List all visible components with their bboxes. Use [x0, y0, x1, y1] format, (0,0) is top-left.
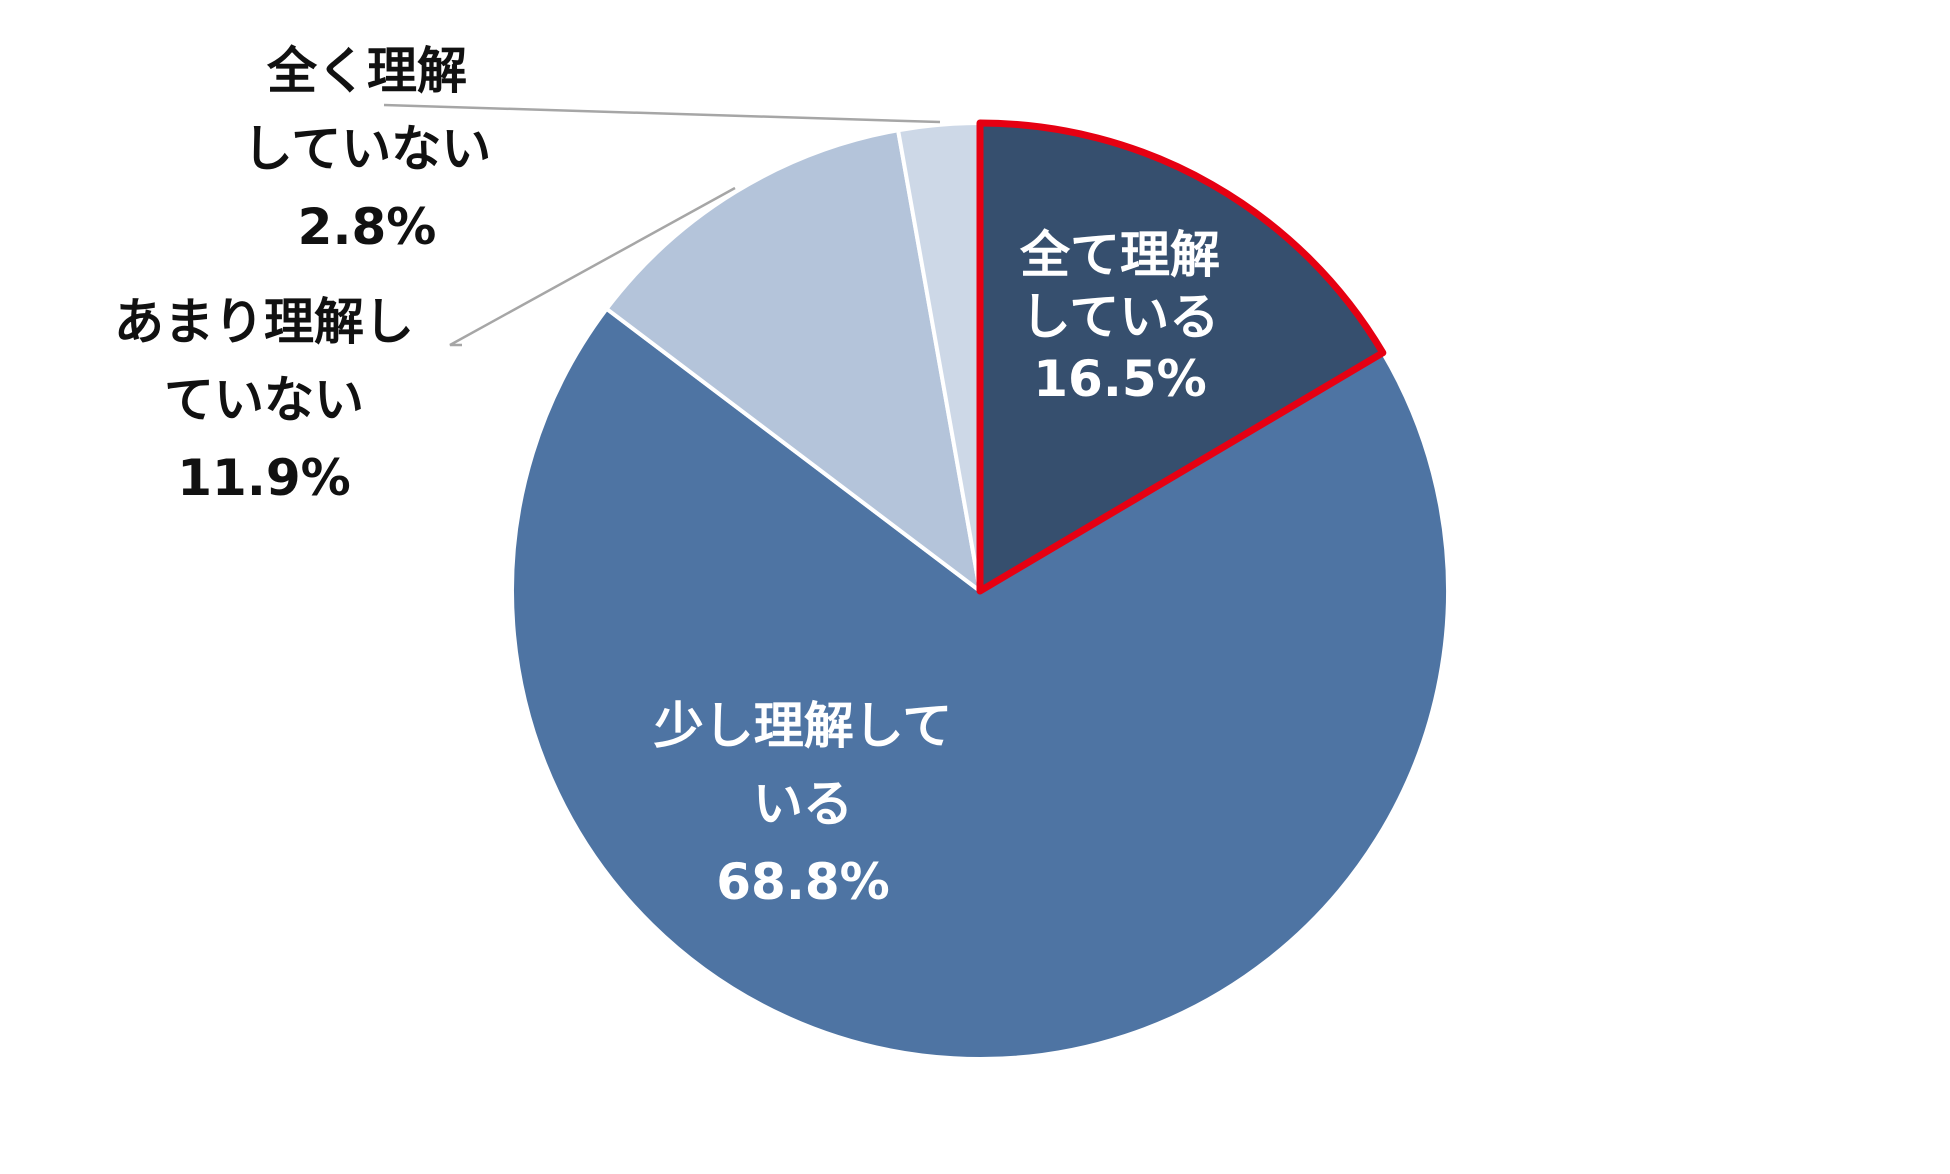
pie-slice-1-highlight: [976, 119, 1387, 595]
slice-value-label: 16.5%: [1033, 350, 1206, 408]
slice-category-label: している: [1021, 288, 1220, 346]
leader-line-3: [449, 186, 736, 347]
slice-category-label: 全て理解: [1019, 226, 1220, 284]
slice-category-label: していない: [243, 120, 492, 178]
leader-lines: [383, 103, 941, 347]
highlight-outline: [976, 119, 1387, 595]
slice-value-label: 68.8%: [716, 853, 889, 911]
pie-slices: [510, 121, 1450, 1061]
pie-slice-3: [604, 128, 982, 593]
slice-category-label: 全く理解: [266, 42, 467, 100]
slice-category-label: 少し理解して: [654, 697, 953, 755]
slice-label-3: あまり理解していない 11.9%: [114, 293, 414, 507]
slice-value-label: 11.9%: [177, 449, 350, 507]
slice-label-2: 少し理解している 68.8%: [654, 697, 953, 911]
slice-label-1: 全て理解している 16.5%: [1019, 226, 1220, 408]
leader-line-4: [383, 103, 941, 124]
slice-labels: 全て理解している 16.5% 少し理解している 68.8% あまり理解していない 11.9…: [114, 42, 1220, 911]
slice-category-label: いる: [753, 775, 853, 833]
pie-slice-2: [510, 306, 1450, 1061]
slice-category-label: ていない: [164, 371, 364, 429]
slice-label-4: 全く理解していない 2.8%: [243, 42, 492, 256]
slice-value-label: 2.8%: [298, 198, 437, 256]
slice-category-label: あまり理解し: [114, 293, 414, 351]
